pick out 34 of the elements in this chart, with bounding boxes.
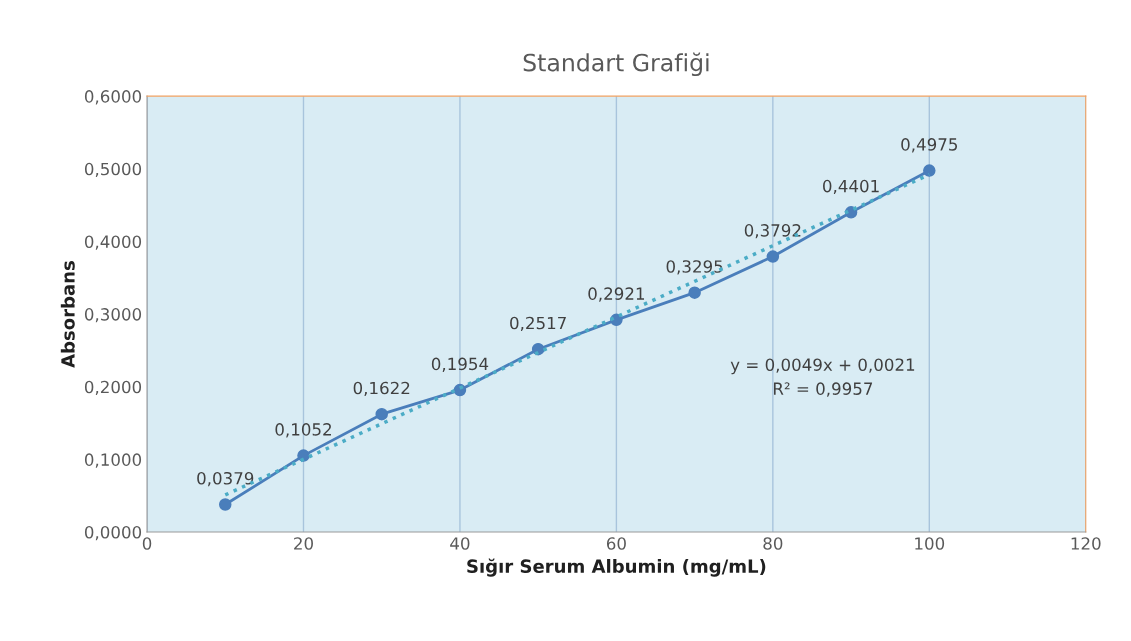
data-label: 0,1954 (431, 357, 489, 372)
y-tick-label: 0,5000 (84, 162, 142, 178)
x-tick-label: 60 (606, 537, 626, 550)
x-axis-title: Sığır Serum Albumin (mg/mL) (467, 558, 766, 577)
y-tick-label: 0,0000 (84, 525, 142, 541)
point (219, 498, 232, 511)
y-tick-label: 0,3000 (84, 308, 142, 323)
point (688, 286, 701, 299)
y-tick-label: 0,1000 (84, 453, 142, 468)
x-tick-label: 20 (294, 537, 313, 550)
x-tick-label: 80 (763, 537, 783, 550)
data-label: 0,2921 (588, 287, 645, 302)
point (766, 250, 780, 263)
data-label: 0,4975 (901, 138, 958, 153)
annotation: y = 0,0049x + 0,0021 (730, 358, 915, 375)
data-label: 0,3295 (666, 260, 723, 275)
x-tick-label: 40 (450, 537, 470, 550)
y-tick-label: 0,2000 (84, 380, 142, 396)
data-label: 0,4401 (823, 179, 879, 195)
data-label: 0,0379 (197, 471, 254, 487)
data-label: 0,1622 (353, 381, 410, 396)
y-tick-label: 0,4000 (84, 235, 142, 250)
point (923, 164, 936, 177)
annotation: R² = 0,9957 (773, 382, 873, 397)
data-label: 0,2517 (510, 316, 566, 331)
x-tick-label: 100 (915, 537, 945, 550)
data-label: 0,3792 (744, 224, 801, 239)
point (375, 407, 388, 421)
x-tick-label: 0 (142, 537, 152, 550)
chart-title: Standart Grafiği (523, 52, 709, 77)
x-tick-label: 120 (1071, 537, 1101, 550)
y-axis-title: Absorbans (60, 261, 75, 368)
data-label: 0,1052 (275, 423, 331, 438)
y-tick-label: 0,6000 (84, 90, 142, 105)
